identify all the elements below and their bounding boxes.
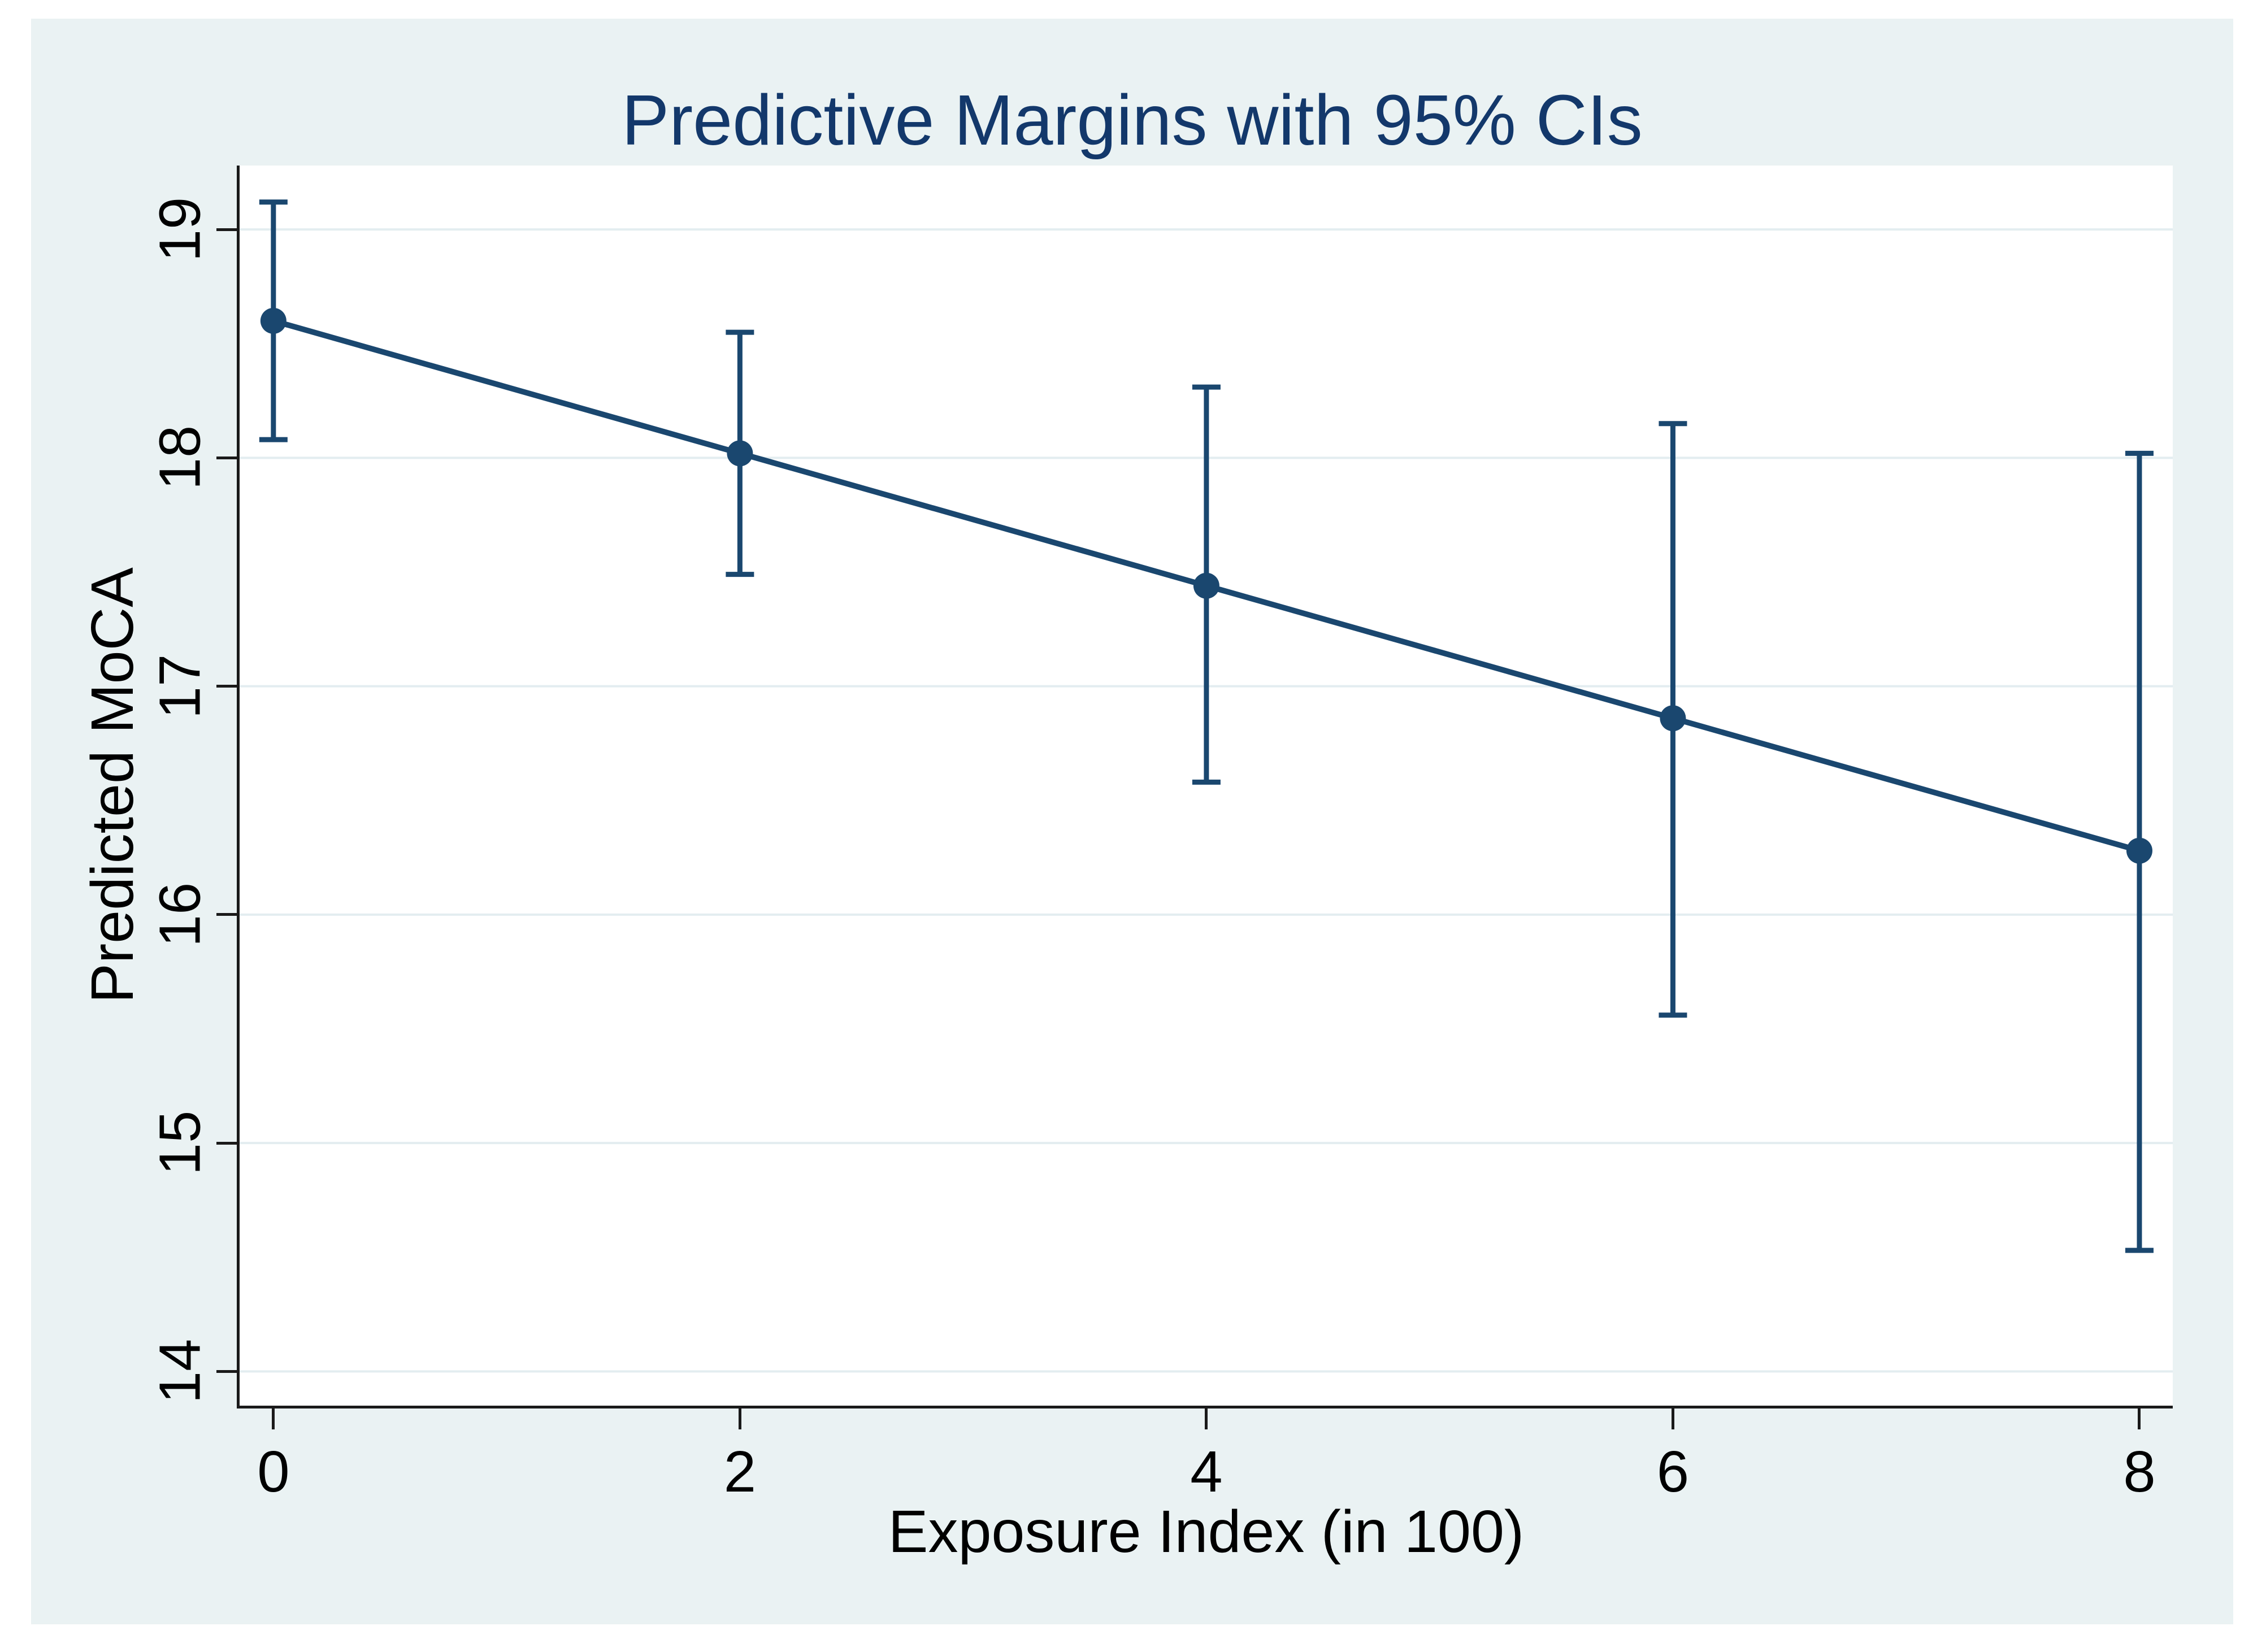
y-tick-mark	[216, 228, 240, 231]
graph-canvas: Predictive Margins with 95% CIs Predicte…	[31, 19, 2233, 1624]
y-axis-title: Predicted MoCA	[79, 567, 146, 1003]
y-tick-label: 18	[147, 425, 212, 490]
data-point-marker	[260, 307, 286, 334]
x-tick-label: 0	[257, 1439, 290, 1504]
y-tick-label: 19	[147, 197, 212, 262]
y-tick-mark	[216, 685, 240, 688]
y-tick-mark	[216, 456, 240, 459]
data-point-marker	[727, 440, 753, 467]
data-point-marker	[1193, 572, 1219, 599]
y-tick-label: 14	[147, 1339, 212, 1404]
x-tick-mark	[2138, 1406, 2141, 1429]
x-tick-label: 2	[723, 1439, 757, 1504]
data-point-marker	[1660, 705, 1686, 732]
x-tick-label: 6	[1656, 1439, 1690, 1504]
x-tick-mark	[1205, 1406, 1208, 1429]
y-tick-label: 16	[147, 882, 212, 947]
x-tick-mark	[738, 1406, 741, 1429]
y-tick-label: 15	[147, 1110, 212, 1176]
y-tick-label: 17	[147, 654, 212, 719]
data-point-marker	[2126, 837, 2152, 864]
chart-title: Predictive Margins with 95% CIs	[622, 80, 1643, 160]
x-tick-label: 8	[2123, 1439, 2156, 1504]
plot-area	[237, 166, 2173, 1408]
x-tick-label: 4	[1190, 1439, 1223, 1504]
y-tick-mark	[216, 1370, 240, 1373]
x-axis-title: Exposure Index (in 100)	[888, 1498, 1525, 1565]
chart-svg	[240, 199, 2173, 1373]
x-tick-mark	[272, 1406, 275, 1429]
y-tick-mark	[216, 1141, 240, 1145]
x-tick-mark	[1671, 1406, 1674, 1429]
y-tick-mark	[216, 913, 240, 916]
